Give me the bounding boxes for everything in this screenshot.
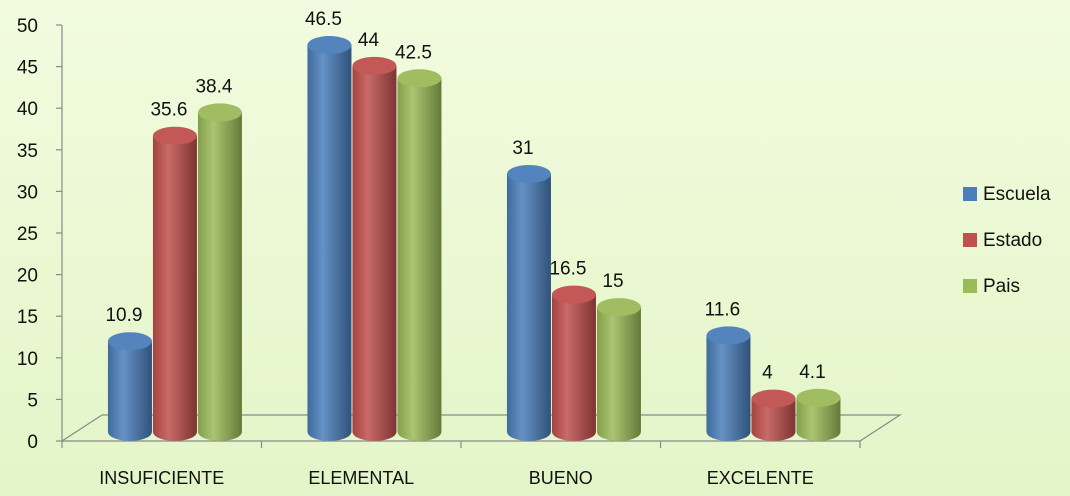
bar-top <box>107 332 152 351</box>
legend-swatch <box>963 187 977 201</box>
bar-top <box>352 56 397 75</box>
legend-swatch <box>963 233 977 247</box>
bar-top <box>751 389 796 408</box>
bar-body <box>551 294 596 441</box>
bar-estado-bueno <box>551 285 596 441</box>
x-tick-label: INSUFICIENTE <box>99 468 224 488</box>
bar-body <box>352 65 397 441</box>
y-tick-label: 40 <box>17 99 38 120</box>
data-label: 16.5 <box>549 259 586 280</box>
data-label: 4 <box>762 363 773 384</box>
y-tick-label: 5 <box>27 390 38 411</box>
data-label: 15 <box>602 271 623 292</box>
bar-body <box>796 397 841 441</box>
bar-escuela-bueno <box>506 164 551 441</box>
data-label: 42.5 <box>395 42 432 63</box>
floor-plane <box>59 414 903 442</box>
y-tick-label: 15 <box>17 307 38 328</box>
bar-top <box>796 388 841 407</box>
bar-body <box>197 112 242 441</box>
bar-estado-insuficiente <box>152 126 197 441</box>
bar-top <box>506 164 551 183</box>
y-tick-label: 10 <box>17 349 38 370</box>
bar-top <box>307 36 352 55</box>
legend-item-pais: Pais <box>963 276 1020 297</box>
x-tick-label: ELEMENTAL <box>308 468 414 488</box>
legend-item-estado: Estado <box>963 230 1042 251</box>
data-label: 35.6 <box>150 100 187 121</box>
legend: Escuela Estado Pais <box>963 184 1051 297</box>
bar-estado-excelente <box>751 389 796 441</box>
legend-item-escuela: Escuela <box>963 184 1051 205</box>
y-tick-label: 45 <box>17 58 38 79</box>
y-tick-label: 0 <box>27 432 38 453</box>
bar-pais-excelente <box>796 388 841 441</box>
bar-top <box>551 285 596 304</box>
legend-label: Escuela <box>983 184 1051 205</box>
bar-top <box>152 126 197 145</box>
bar-body <box>596 307 641 441</box>
legend-label: Pais <box>983 276 1020 297</box>
bars <box>107 36 841 441</box>
y-tick-label: 35 <box>17 141 38 162</box>
bar-body <box>751 398 796 441</box>
bar-escuela-insuficiente <box>107 332 152 441</box>
data-labels: 10.9 35.6 38.4 46.5 44 42.5 31 16.5 15 11.6 4 4.1 <box>105 9 825 384</box>
bar-top <box>596 298 641 317</box>
axes: 0 5 10 15 20 25 30 35 40 45 50 INSUFICIENTE ELEMENTA… <box>17 16 903 488</box>
bar-top <box>397 69 442 88</box>
x-tick-label: BUENO <box>529 468 593 488</box>
data-label: 10.9 <box>105 305 142 326</box>
x-tick-label: EXCELENTE <box>707 468 814 488</box>
bar-escuela-excelente <box>706 326 751 441</box>
bar-body <box>107 341 152 441</box>
bar-escuela-elemental <box>307 36 352 441</box>
bar-body <box>397 78 442 441</box>
data-label: 38.4 <box>195 76 232 97</box>
data-label: 11.6 <box>705 299 741 320</box>
bar-top <box>706 326 751 345</box>
bar-body <box>506 173 551 441</box>
data-label: 46.5 <box>305 9 342 30</box>
bar-body <box>152 135 197 441</box>
data-label: 4.1 <box>799 362 825 383</box>
bar-top <box>197 103 242 122</box>
bar-pais-elemental <box>397 69 442 441</box>
bar-pais-bueno <box>596 298 641 441</box>
y-tick-label: 30 <box>17 182 38 203</box>
y-tick-label: 50 <box>17 16 38 37</box>
bar-estado-elemental <box>352 56 397 441</box>
legend-swatch <box>963 279 977 293</box>
y-tick-label: 20 <box>17 266 38 287</box>
legend-label: Estado <box>983 230 1042 251</box>
bar-body <box>706 335 751 441</box>
y-tick-label: 25 <box>17 224 38 245</box>
data-label: 31 <box>512 138 533 159</box>
bar-body <box>307 45 352 441</box>
data-label: 44 <box>358 30 380 51</box>
bar-pais-insuficiente <box>197 103 242 441</box>
